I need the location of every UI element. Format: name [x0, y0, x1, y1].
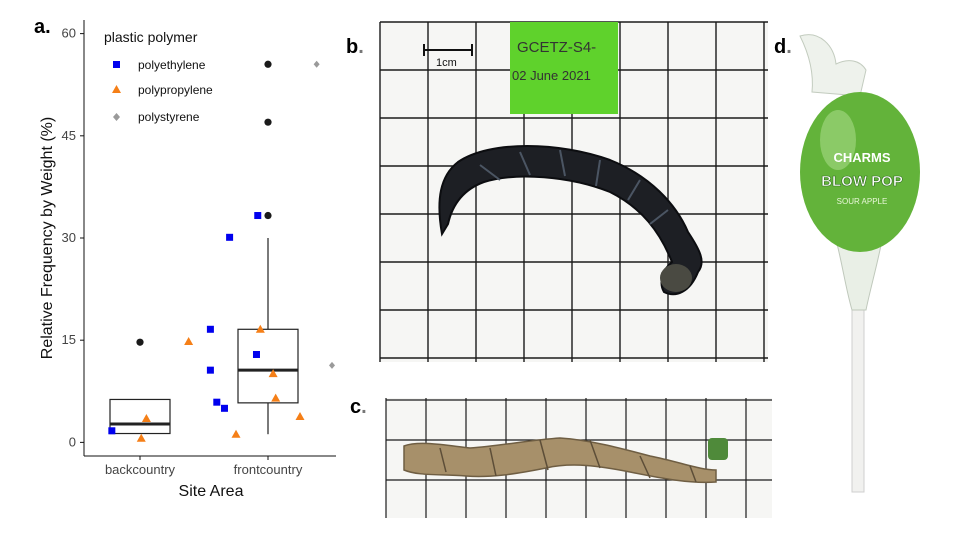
- panel-label-b: b.: [346, 36, 364, 58]
- black-debris: [438, 145, 703, 296]
- x-axis: backcountry frontcountry: [84, 455, 336, 477]
- panel-label-a: a.: [34, 16, 51, 38]
- point-polypropylene: [295, 411, 305, 420]
- lollipop-product: BLOW POP: [821, 173, 903, 190]
- boxplot-panel: 0 15 30 45 60 backcountry frontcountry Relati…: [39, 20, 336, 500]
- panel-label-d: d.: [774, 36, 792, 58]
- y-axis: 0 15 30 45 60: [62, 20, 85, 456]
- sample-tag-line1: GCETZ-S4-: [517, 39, 596, 56]
- point-polypropylene: [136, 433, 146, 442]
- photo-c: [385, 398, 772, 518]
- point-polystyrene: [313, 60, 320, 68]
- point-polyethylene: [226, 233, 234, 241]
- point-polypropylene: [255, 324, 265, 333]
- sample-tag-line2: 02 June 2021: [512, 68, 591, 83]
- debris-texture: [479, 149, 669, 225]
- point-polypropylene: [184, 337, 194, 346]
- point-polyethylene: [108, 427, 116, 435]
- sample-tag: [510, 22, 618, 114]
- y-tick-label: 45: [62, 128, 76, 143]
- point-polypropylene: [231, 429, 241, 438]
- wrapper-green-fragment: [708, 438, 728, 460]
- lollipop-head: [800, 92, 920, 252]
- outlier-point: [264, 118, 272, 126]
- point-polyethylene: [206, 325, 214, 333]
- scale-bar-label: 1cm: [436, 57, 457, 69]
- point-polystyrene: [329, 361, 335, 369]
- x-axis-label: Site Area: [179, 483, 244, 500]
- legend-marker-polyethylene: [113, 61, 120, 68]
- point-polyethylene: [206, 366, 214, 374]
- legend: plastic polymer polyethylene polypropyle…: [104, 29, 213, 124]
- legend-marker-polystyrene: [113, 113, 120, 121]
- y-tick-label: 0: [69, 434, 76, 449]
- legend-label-polyethylene: polyethylene: [138, 58, 206, 72]
- point-polyethylene: [213, 398, 221, 406]
- y-tick-label: 30: [62, 230, 76, 245]
- point-polypropylene: [141, 414, 151, 423]
- y-tick-label: 15: [62, 332, 76, 347]
- scale-bar: [423, 44, 473, 56]
- legend-title: plastic polymer: [104, 29, 198, 45]
- box-iqr: [237, 328, 299, 404]
- lollipop-wrapper-tail: [835, 239, 883, 311]
- outlier-point: [136, 338, 144, 346]
- outlier-point: [264, 60, 272, 68]
- point-polyethylene: [220, 404, 228, 412]
- lollipop-brand: CHARMS: [833, 150, 890, 165]
- x-tick-label: backcountry: [105, 462, 176, 477]
- photo-b: 1cm GCETZ-S4- 02 June 2021: [379, 21, 768, 362]
- point-polypropylene: [271, 393, 281, 402]
- lollipop-highlight: [820, 110, 856, 170]
- box-iqr: [109, 398, 171, 435]
- panel-label-c: c.: [350, 396, 367, 418]
- wrapper-folds: [439, 439, 697, 483]
- lollipop-flavor: SOUR APPLE: [837, 197, 888, 206]
- boxes: [109, 60, 299, 435]
- x-tick-label: frontcountry: [234, 462, 303, 477]
- lollipop-wrapper-top: [799, 34, 867, 97]
- wrapper-debris: [403, 437, 717, 484]
- point-polyethylene: [252, 350, 260, 358]
- photo-d: CHARMS BLOW POP SOUR APPLE: [799, 34, 920, 493]
- legend-label-polypropylene: polypropylene: [138, 83, 213, 97]
- point-polyethylene: [254, 212, 262, 220]
- point-polypropylene: [268, 369, 278, 378]
- legend-label-polystyrene: polystyrene: [138, 110, 200, 124]
- y-tick-label: 60: [62, 26, 76, 41]
- lollipop-stick: [851, 279, 865, 493]
- outlier-point: [264, 211, 272, 220]
- legend-marker-polypropylene: [112, 85, 121, 93]
- data-points: [108, 60, 335, 442]
- y-axis-label: Relative Frequency by Weight (%): [39, 117, 56, 359]
- debris-end: [660, 264, 692, 292]
